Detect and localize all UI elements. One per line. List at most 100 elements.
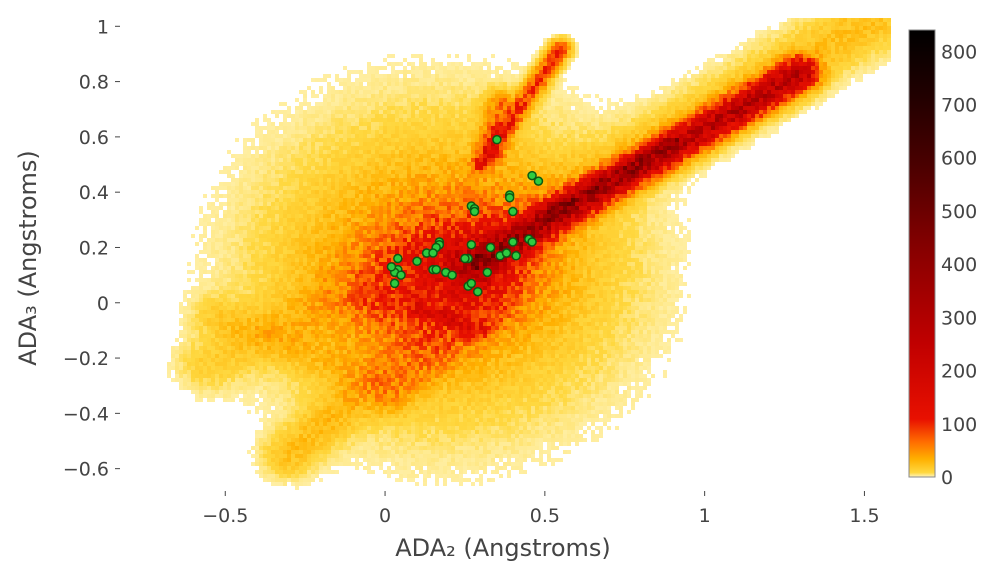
heatmap-cell bbox=[383, 126, 387, 130]
heatmap-cell bbox=[239, 398, 243, 402]
heatmap-cell bbox=[275, 130, 279, 134]
heatmap-cell bbox=[415, 306, 419, 310]
heatmap-cell bbox=[415, 242, 419, 246]
heatmap-cell bbox=[407, 106, 411, 110]
heatmap-cell bbox=[187, 374, 191, 378]
heatmap-cell bbox=[195, 398, 199, 402]
heatmap-cell bbox=[379, 286, 383, 290]
heatmap-cell bbox=[299, 102, 303, 106]
heatmap-cell bbox=[263, 174, 267, 178]
heatmap-cell bbox=[271, 278, 275, 282]
heatmap-cell bbox=[343, 422, 347, 426]
heatmap-cell bbox=[411, 86, 415, 90]
heatmap-cell bbox=[407, 390, 411, 394]
heatmap-cell bbox=[311, 202, 315, 206]
heatmap-cell bbox=[391, 354, 395, 358]
heatmap-cell bbox=[395, 426, 399, 430]
heatmap-cell bbox=[355, 374, 359, 378]
heatmap-cell bbox=[239, 178, 243, 182]
heatmap-cell bbox=[379, 318, 383, 322]
heatmap-cell bbox=[403, 462, 407, 466]
heatmap-cell bbox=[267, 318, 271, 322]
heatmap-cell bbox=[359, 82, 363, 86]
heatmap-cell bbox=[191, 338, 195, 342]
heatmap-cell bbox=[407, 458, 411, 462]
heatmap-cell bbox=[331, 282, 335, 286]
heatmap-cell bbox=[411, 214, 415, 218]
heatmap-cell bbox=[243, 266, 247, 270]
heatmap-cell bbox=[239, 246, 243, 250]
heatmap-cell bbox=[243, 350, 247, 354]
heatmap-cell bbox=[283, 250, 287, 254]
heatmap-cell bbox=[395, 182, 399, 186]
heatmap-cell bbox=[339, 426, 343, 430]
heatmap-cell bbox=[219, 346, 223, 350]
heatmap-cell bbox=[175, 358, 179, 362]
heatmap-cell bbox=[351, 378, 355, 382]
heatmap-cell bbox=[267, 306, 271, 310]
heatmap-cell bbox=[339, 442, 343, 446]
heatmap-cell bbox=[275, 278, 279, 282]
heatmap-cell bbox=[179, 350, 183, 354]
heatmap-cell bbox=[391, 82, 395, 86]
heatmap-cell bbox=[279, 418, 283, 422]
heatmap-cell bbox=[351, 410, 355, 414]
heatmap-cell bbox=[331, 386, 335, 390]
heatmap-cell bbox=[395, 98, 399, 102]
heatmap-cell bbox=[399, 454, 403, 458]
heatmap-cell bbox=[267, 314, 271, 318]
heatmap-cell bbox=[295, 478, 299, 482]
heatmap-cell bbox=[227, 358, 231, 362]
heatmap-cell bbox=[411, 182, 415, 186]
heatmap-cell bbox=[327, 462, 331, 466]
heatmap-cell bbox=[383, 390, 387, 394]
heatmap-cell bbox=[311, 130, 315, 134]
heatmap-cell bbox=[323, 350, 327, 354]
heatmap-cell bbox=[219, 286, 223, 290]
heatmap-cell bbox=[223, 330, 227, 334]
heatmap-cell bbox=[283, 126, 287, 130]
heatmap-cell bbox=[279, 166, 283, 170]
heatmap-cell bbox=[419, 54, 423, 58]
heatmap-cell bbox=[367, 346, 371, 350]
heatmap-cell bbox=[363, 298, 367, 302]
heatmap-cell bbox=[375, 202, 379, 206]
heatmap-cell bbox=[263, 370, 267, 374]
heatmap-cell bbox=[319, 350, 323, 354]
heatmap-cell bbox=[331, 202, 335, 206]
heatmap-cell bbox=[275, 186, 279, 190]
heatmap-cell bbox=[223, 310, 227, 314]
heatmap-cell bbox=[363, 178, 367, 182]
heatmap-cell bbox=[411, 62, 415, 66]
heatmap-cell bbox=[203, 294, 207, 298]
heatmap-cell bbox=[211, 302, 215, 306]
heatmap-cell bbox=[243, 174, 247, 178]
heatmap-cell bbox=[211, 370, 215, 374]
heatmap-cell bbox=[367, 258, 371, 262]
heatmap-cell bbox=[299, 142, 303, 146]
heatmap-cell bbox=[279, 278, 283, 282]
heatmap-cell bbox=[379, 346, 383, 350]
heatmap-cell bbox=[375, 106, 379, 110]
heatmap-cell bbox=[371, 290, 375, 294]
heatmap-cell bbox=[247, 330, 251, 334]
heatmap-cell bbox=[347, 354, 351, 358]
heatmap-cell bbox=[339, 202, 343, 206]
heatmap-cell bbox=[335, 102, 339, 106]
heatmap-cell bbox=[291, 474, 295, 478]
heatmap-cell bbox=[247, 314, 251, 318]
heatmap-cell bbox=[259, 162, 263, 166]
heatmap-cell bbox=[311, 414, 315, 418]
heatmap-cell bbox=[315, 222, 319, 226]
heatmap-cell bbox=[235, 370, 239, 374]
heatmap-cell bbox=[331, 414, 335, 418]
heatmap-cell bbox=[263, 138, 267, 142]
heatmap-cell bbox=[363, 194, 367, 198]
heatmap-cell bbox=[323, 194, 327, 198]
heatmap-cell bbox=[235, 314, 239, 318]
heatmap-cell bbox=[411, 254, 415, 258]
heatmap-cell bbox=[327, 214, 331, 218]
heatmap-cell bbox=[283, 162, 287, 166]
heatmap-cell bbox=[387, 422, 391, 426]
heatmap-cell bbox=[271, 202, 275, 206]
